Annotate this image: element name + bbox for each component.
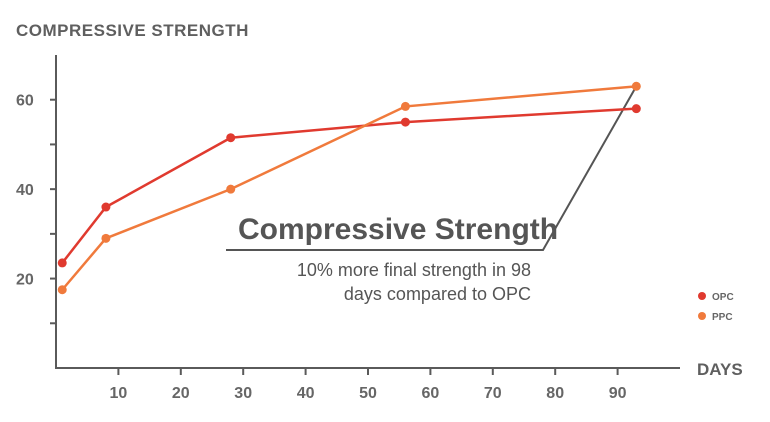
data-point-opc [631, 104, 641, 114]
data-point-ppc [400, 101, 410, 111]
x-tick-label: 50 [359, 385, 377, 402]
legend-label-opc: OPC [712, 292, 734, 303]
data-point-opc [226, 133, 236, 143]
data-point-opc [57, 258, 67, 268]
x-tick-label: 80 [546, 385, 564, 402]
x-tick-label: 70 [484, 385, 502, 402]
x-tick-group: 10 20 30 40 50 60 70 80 90 [110, 368, 627, 402]
data-point-opc [400, 117, 410, 127]
legend: OPC PPC [698, 292, 734, 323]
annotation-line-1: 10% more final strength in 98 [297, 260, 531, 280]
y-tick-group: 20 40 60 [16, 93, 56, 325]
legend-marker-ppc [698, 312, 706, 320]
x-tick-label: 90 [609, 385, 627, 402]
annotation-line-2: days compared to OPC [344, 284, 531, 304]
x-tick-label: 10 [110, 385, 128, 402]
x-tick-label: 20 [172, 385, 190, 402]
chart-title: COMPRESSIVE STRENGTH [16, 21, 249, 40]
series-layer [57, 81, 641, 295]
legend-marker-opc [698, 292, 706, 300]
x-tick-label: 60 [422, 385, 440, 402]
annotation-leader-line [226, 85, 638, 251]
legend-label-ppc: PPC [712, 312, 733, 323]
data-point-ppc [57, 285, 67, 295]
annotation-callout: Compressive Strength 10% more final stre… [226, 85, 638, 304]
y-tick-label: 60 [16, 93, 34, 110]
annotation-title: Compressive Strength [238, 213, 558, 246]
y-tick-label: 40 [16, 182, 34, 199]
data-point-ppc [101, 233, 111, 243]
plot-area [55, 55, 680, 369]
data-point-ppc [226, 184, 236, 194]
x-axis-label: DAYS [697, 360, 743, 379]
x-tick-label: 40 [297, 385, 315, 402]
x-tick-label: 30 [234, 385, 252, 402]
data-point-ppc [631, 81, 641, 91]
y-tick-label: 20 [16, 272, 34, 289]
data-point-opc [101, 202, 111, 212]
